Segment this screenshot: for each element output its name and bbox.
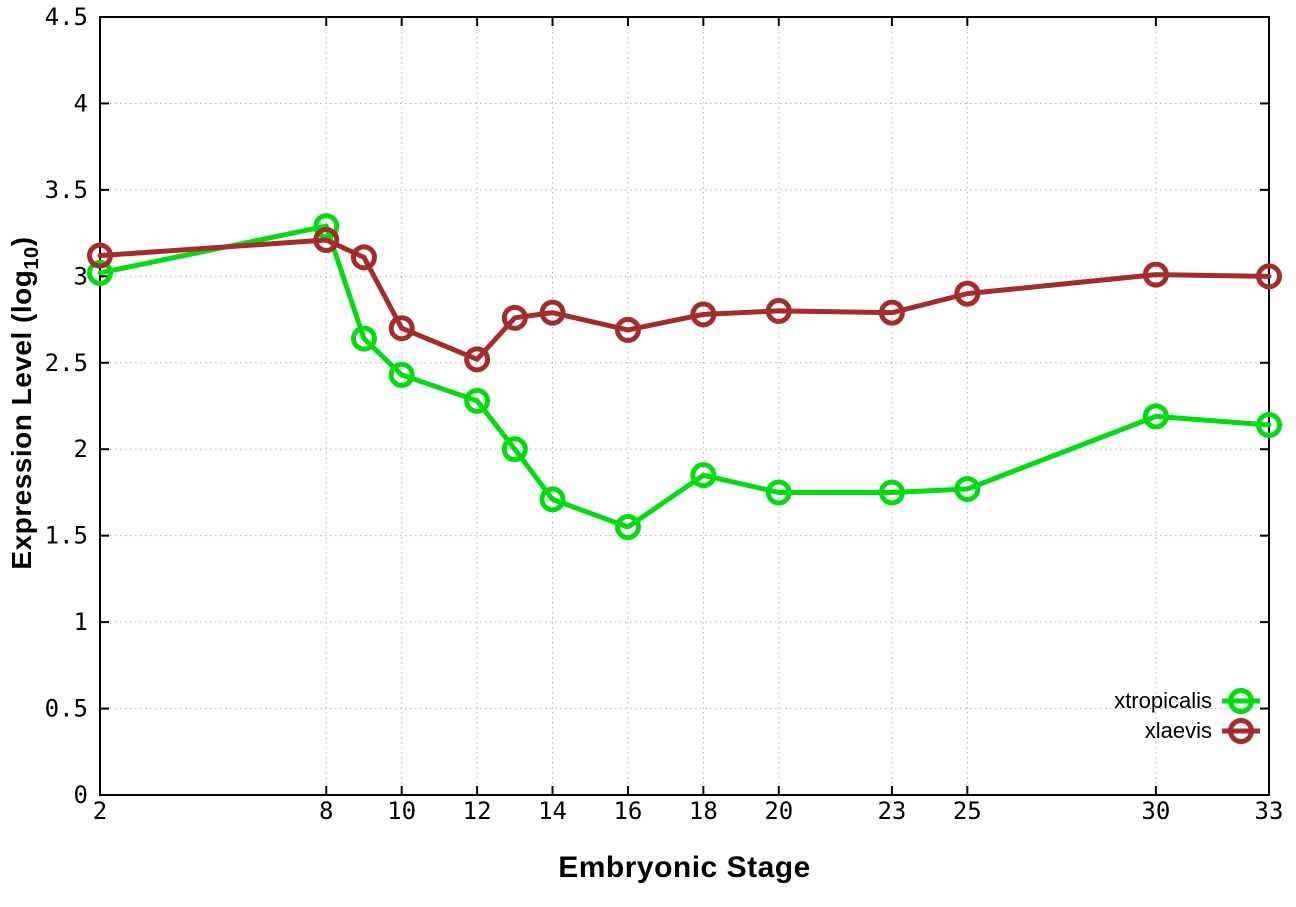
y-tick-label: 0	[74, 781, 88, 809]
x-tick-label: 12	[463, 797, 492, 825]
x-tick-label: 23	[877, 797, 906, 825]
legend-marker-xlaevis	[1222, 718, 1260, 744]
data-point-xlaevis-stage-14	[539, 299, 566, 326]
y-tick-label: 1.5	[45, 522, 88, 550]
data-point-xlaevis-stage-13	[501, 304, 528, 331]
y-axis-title-close: )	[6, 236, 38, 247]
x-tick-label: 14	[538, 797, 567, 825]
x-tick-label: 33	[1255, 797, 1284, 825]
data-point-xlaevis-stage-16	[614, 316, 641, 343]
data-point-xlaevis-stage-8	[313, 227, 340, 254]
data-point-xtropicalis-stage-25	[954, 475, 981, 502]
data-point-xtropicalis-stage-10	[388, 361, 415, 388]
x-tick-label: 2	[93, 797, 107, 825]
x-tick-label: 18	[689, 797, 718, 825]
tick-marks	[99, 16, 1270, 796]
data-point-xlaevis-stage-20	[765, 297, 792, 324]
tick-labels: 2 8 10 12 14 16 18 20 23 25 30 33 0 0.5 1 1.5 2 2.5 3 3.5 4 4…	[45, 3, 1284, 825]
x-axis-title: Embryonic Stage	[558, 851, 811, 884]
legend-marker-xtropicalis	[1222, 688, 1260, 714]
data-point-xlaevis-stage-12	[464, 346, 491, 373]
y-axis-title-text: Expression Level (log	[6, 269, 38, 570]
data-point-xtropicalis-stage-18	[690, 462, 717, 489]
x-tick-label: 8	[319, 797, 333, 825]
series-line-xtropicalis	[97, 223, 1272, 530]
y-axis-title: Expression Level (log10)	[6, 236, 44, 569]
legend-point-sample-xlaevis	[1228, 718, 1254, 744]
data-point-xlaevis-stage-2	[87, 242, 113, 269]
legend-label-xtropicalis: xtropicalis	[1114, 688, 1212, 713]
y-axis-title-subscript: 10	[20, 246, 43, 270]
data-point-xtropicalis-stage-2	[87, 259, 113, 286]
x-tick-label: 20	[764, 797, 793, 825]
y-tick-label: 2	[74, 435, 88, 463]
y-tick-label: 4	[74, 89, 88, 117]
x-tick-label: 30	[1141, 797, 1170, 825]
x-tick-label: 16	[613, 797, 642, 825]
y-tick-label: 3.5	[45, 176, 88, 204]
data-point-xtropicalis-stage-8	[313, 213, 340, 240]
data-point-xtropicalis-stage-20	[765, 479, 792, 506]
data-point-xlaevis-stage-9	[350, 244, 377, 271]
data-point-xtropicalis-stage-14	[539, 486, 566, 513]
series-line-xlaevis	[97, 237, 1272, 362]
y-tick-label: 4.5	[45, 3, 88, 31]
y-tick-label: 1	[74, 608, 88, 636]
data-point-xlaevis-stage-10	[388, 315, 415, 342]
y-tick-label: 0.5	[45, 695, 88, 723]
data-point-xlaevis-stage-30	[1142, 261, 1169, 288]
data-point-xlaevis-stage-33	[1256, 263, 1282, 290]
y-tick-label: 3	[74, 262, 88, 290]
data-point-xtropicalis-stage-16	[614, 514, 641, 541]
data-point-xtropicalis-stage-33	[1256, 412, 1282, 439]
series-xlaevis	[87, 227, 1282, 373]
x-tick-label: 10	[387, 797, 416, 825]
data-point-xtropicalis-stage-30	[1142, 403, 1169, 430]
data-point-xlaevis-stage-18	[690, 301, 717, 328]
legend-label-xlaevis: xlaevis	[1144, 718, 1212, 743]
data-point-xtropicalis-stage-13	[501, 436, 528, 463]
y-tick-label: 2.5	[45, 349, 88, 377]
data-point-xtropicalis-stage-12	[464, 387, 491, 414]
data-point-xtropicalis-stage-23	[878, 479, 905, 506]
data-point-xlaevis-stage-23	[878, 299, 905, 326]
plot-border	[99, 16, 1270, 796]
data-point-xlaevis-stage-25	[954, 280, 981, 307]
series-xtropicalis	[87, 213, 1282, 541]
data-point-xtropicalis-stage-9	[350, 325, 377, 352]
legend-point-sample-xtropicalis	[1228, 688, 1254, 714]
gridlines	[100, 17, 1269, 795]
x-tick-label: 25	[953, 797, 982, 825]
